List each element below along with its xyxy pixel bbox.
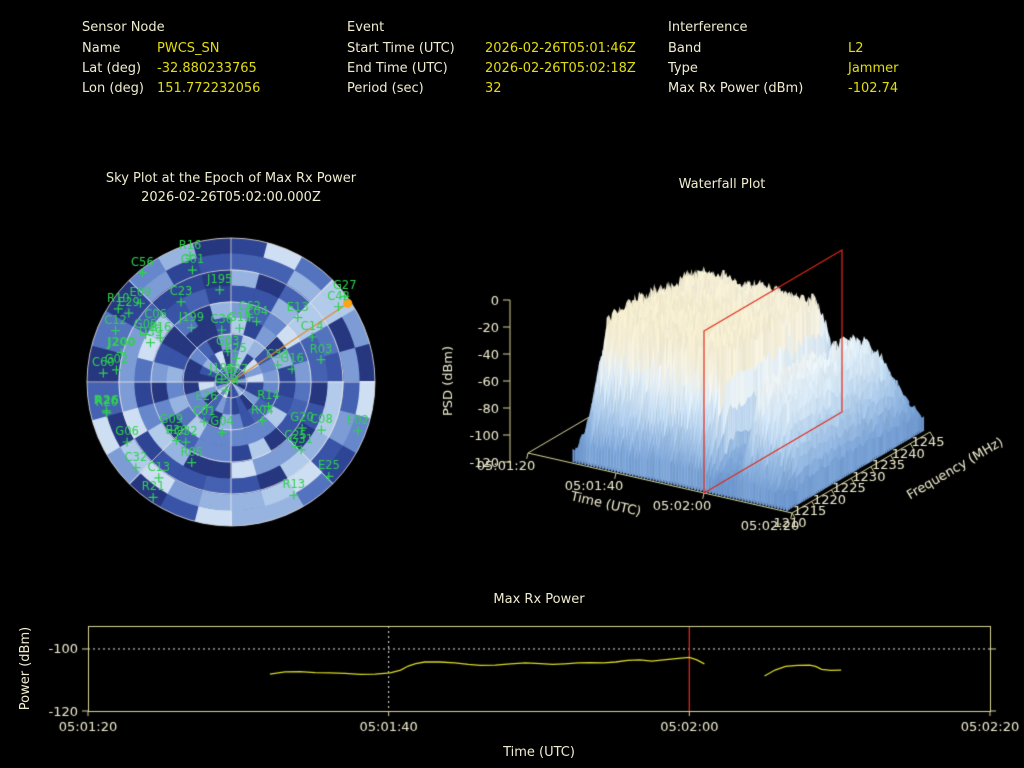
field-label: Max Rx Power (dBm) xyxy=(668,81,804,96)
header-section-interference: Interference Band L2 Type Jammer Max Rx Po… xyxy=(668,18,898,99)
field-label: Band xyxy=(668,41,702,56)
section-title: Sensor Node xyxy=(82,20,165,35)
section-title: Event xyxy=(347,20,385,35)
field-label: End Time (UTC) xyxy=(347,61,448,76)
field-label: Type xyxy=(668,61,698,76)
header-row: Type Jammer xyxy=(668,59,898,79)
field-label: Start Time (UTC) xyxy=(347,41,455,56)
field-value: 2026-02-26T05:02:18Z xyxy=(485,61,636,76)
field-label: Lon (deg) xyxy=(82,81,144,96)
field-value: PWCS_SN xyxy=(157,41,220,56)
waterfall-plot-title: Waterfall Plot xyxy=(678,177,766,192)
field-value: 32 xyxy=(485,81,502,96)
field-value: 151.772232056 xyxy=(157,81,261,96)
header-row: Lon (deg) 151.772232056 xyxy=(82,79,260,99)
field-value: -32.880233765 xyxy=(157,61,257,76)
power-plot-title: Max Rx Power xyxy=(493,592,585,607)
field-value: Jammer xyxy=(848,61,899,76)
field-label: Name xyxy=(82,41,121,56)
section-title: Interference xyxy=(668,20,748,35)
header-row: End Time (UTC) 2026-02-26T05:02:18Z xyxy=(347,59,636,79)
header-row: Band L2 xyxy=(668,39,898,59)
header-row: Period (sec) 32 xyxy=(347,79,636,99)
field-value: -102.74 xyxy=(848,81,899,96)
header-row: Lat (deg) -32.880233765 xyxy=(82,59,260,79)
sky-plot-subtitle: 2026-02-26T05:02:00.000Z xyxy=(141,190,321,205)
header-section-event: Event Start Time (UTC) 2026-02-26T05:01:4… xyxy=(347,18,636,99)
header-row: Start Time (UTC) 2026-02-26T05:01:46Z xyxy=(347,39,636,59)
field-label: Lat (deg) xyxy=(82,61,142,76)
header-row: Name PWCS_SN xyxy=(82,39,260,59)
power-plot-xlabel: Time (UTC) xyxy=(503,745,575,760)
header-section-sensor-node: Sensor Node Name PWCS_SN Lat (deg) -32.880… xyxy=(82,18,260,99)
field-label: Period (sec) xyxy=(347,81,424,96)
sky-plot-title: Sky Plot at the Epoch of Max Rx Power 20… xyxy=(40,169,422,207)
header-row: Max Rx Power (dBm) -102.74 xyxy=(668,79,898,99)
power-plot-ylabel: Power (dBm) xyxy=(18,626,33,711)
field-value: L2 xyxy=(848,41,864,56)
field-value: 2026-02-26T05:01:46Z xyxy=(485,41,636,56)
sky-plot-title-text: Sky Plot at the Epoch of Max Rx Power xyxy=(105,171,357,186)
